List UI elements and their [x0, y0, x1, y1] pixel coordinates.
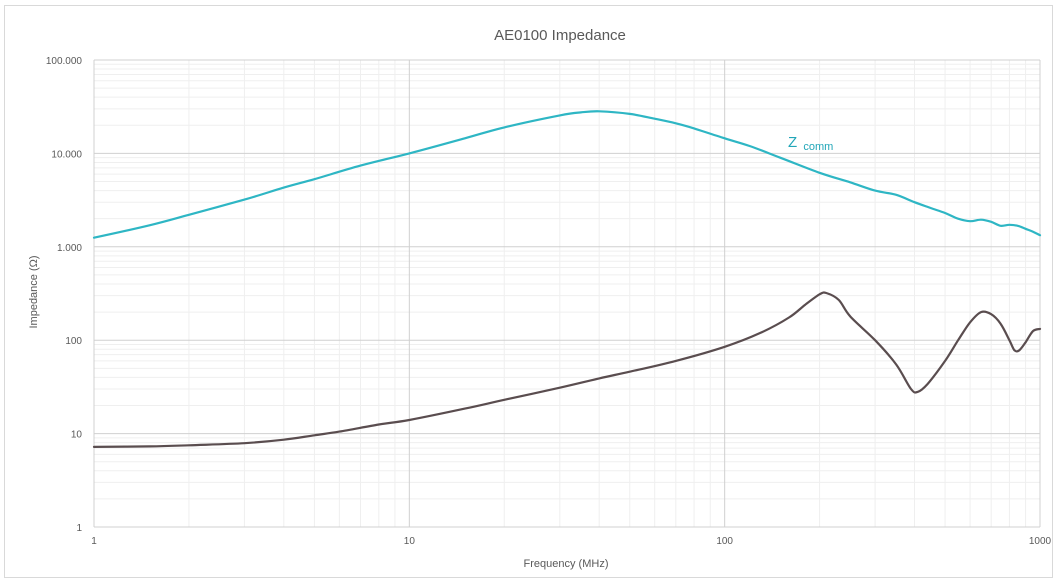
x-tick-label: 10 [404, 536, 416, 547]
chart-title: AE0100 Impedance [494, 27, 626, 44]
x-axis-title: Frequency (MHz) [524, 558, 609, 570]
y-tick-label: 10 [71, 430, 83, 441]
x-tick-label: 1 [91, 536, 97, 547]
x-tick-label: 1000 [1029, 536, 1052, 547]
zcomm-annotation: Z comm [788, 134, 833, 153]
y-tick-label: 100 [65, 336, 82, 347]
minor-gridlines [94, 60, 1040, 527]
annotation-sub: comm [803, 141, 833, 153]
major-gridlines [93, 59, 1041, 528]
zcomm-series-line [92, 110, 1042, 239]
y-tick-label: 1.000 [57, 243, 82, 254]
series-line-2 [92, 291, 1042, 448]
y-tick-label: 10.000 [51, 149, 82, 160]
x-tick-labels: 1 10 100 1000 [91, 536, 1051, 547]
series-layer [92, 110, 1042, 448]
y-axis-title: Impedance (Ω) [28, 255, 40, 328]
y-tick-label: 100.000 [46, 56, 83, 67]
y-tick-label: 1 [76, 523, 82, 534]
annotation-main: Z [788, 134, 797, 151]
y-tick-labels: 1 10 100 1.000 10.000 100.000 [46, 56, 83, 534]
x-tick-label: 100 [716, 536, 733, 547]
